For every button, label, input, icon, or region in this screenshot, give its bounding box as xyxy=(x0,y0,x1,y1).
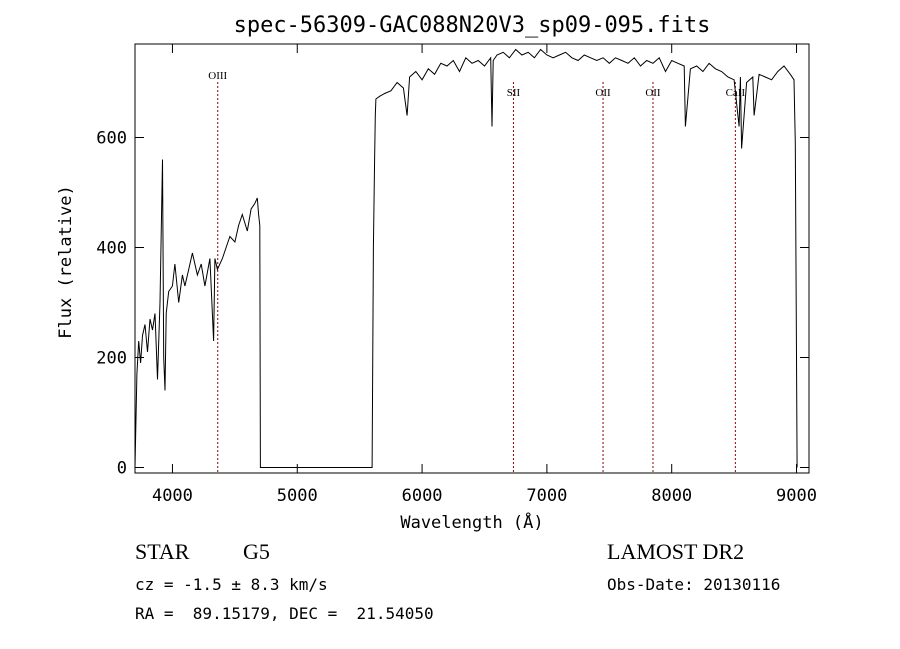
y-tick-label: 0 xyxy=(117,459,127,479)
y-tick-label: 200 xyxy=(96,349,127,369)
redshift-text: cz = -1.5 ± 8.3 km/s xyxy=(135,575,328,594)
series-layer xyxy=(134,48,798,468)
x-tick-label: 5000 xyxy=(277,486,318,506)
line-marker-label: OIII xyxy=(208,70,227,82)
coordinates: RA = 89.15179, DEC = 21.54050 xyxy=(135,604,434,623)
x-tick-label: 4000 xyxy=(152,486,193,506)
chart-title: spec-56309-GAC088N20V3_sp09-095.fits xyxy=(234,13,711,38)
plot-frame xyxy=(134,43,810,474)
obs-date: Obs-Date: 20130116 xyxy=(607,575,781,594)
axis-ticks: 4000 5000 6000 7000 8000 9000 0 200 400 600 xyxy=(96,44,817,506)
line-marker-label: SII xyxy=(507,87,521,99)
y-tick-label: 400 xyxy=(96,239,127,259)
line-marker-label: OII xyxy=(645,87,661,99)
y-axis-label: Flux (relative) xyxy=(56,185,76,339)
line-marker-label: OII xyxy=(595,87,611,99)
x-axis-label: Wavelength (Å) xyxy=(400,511,543,533)
x-tick-label: 9000 xyxy=(776,486,817,506)
x-tick-label: 6000 xyxy=(402,486,443,506)
spectrum-line xyxy=(134,48,798,468)
object-type: STAR xyxy=(135,539,190,564)
x-tick-label: 7000 xyxy=(526,486,567,506)
survey-name: LAMOST DR2 xyxy=(607,539,745,564)
x-tick-label: 8000 xyxy=(651,486,692,506)
object-subclass: G5 xyxy=(243,539,270,564)
y-tick-label: 600 xyxy=(96,129,127,149)
